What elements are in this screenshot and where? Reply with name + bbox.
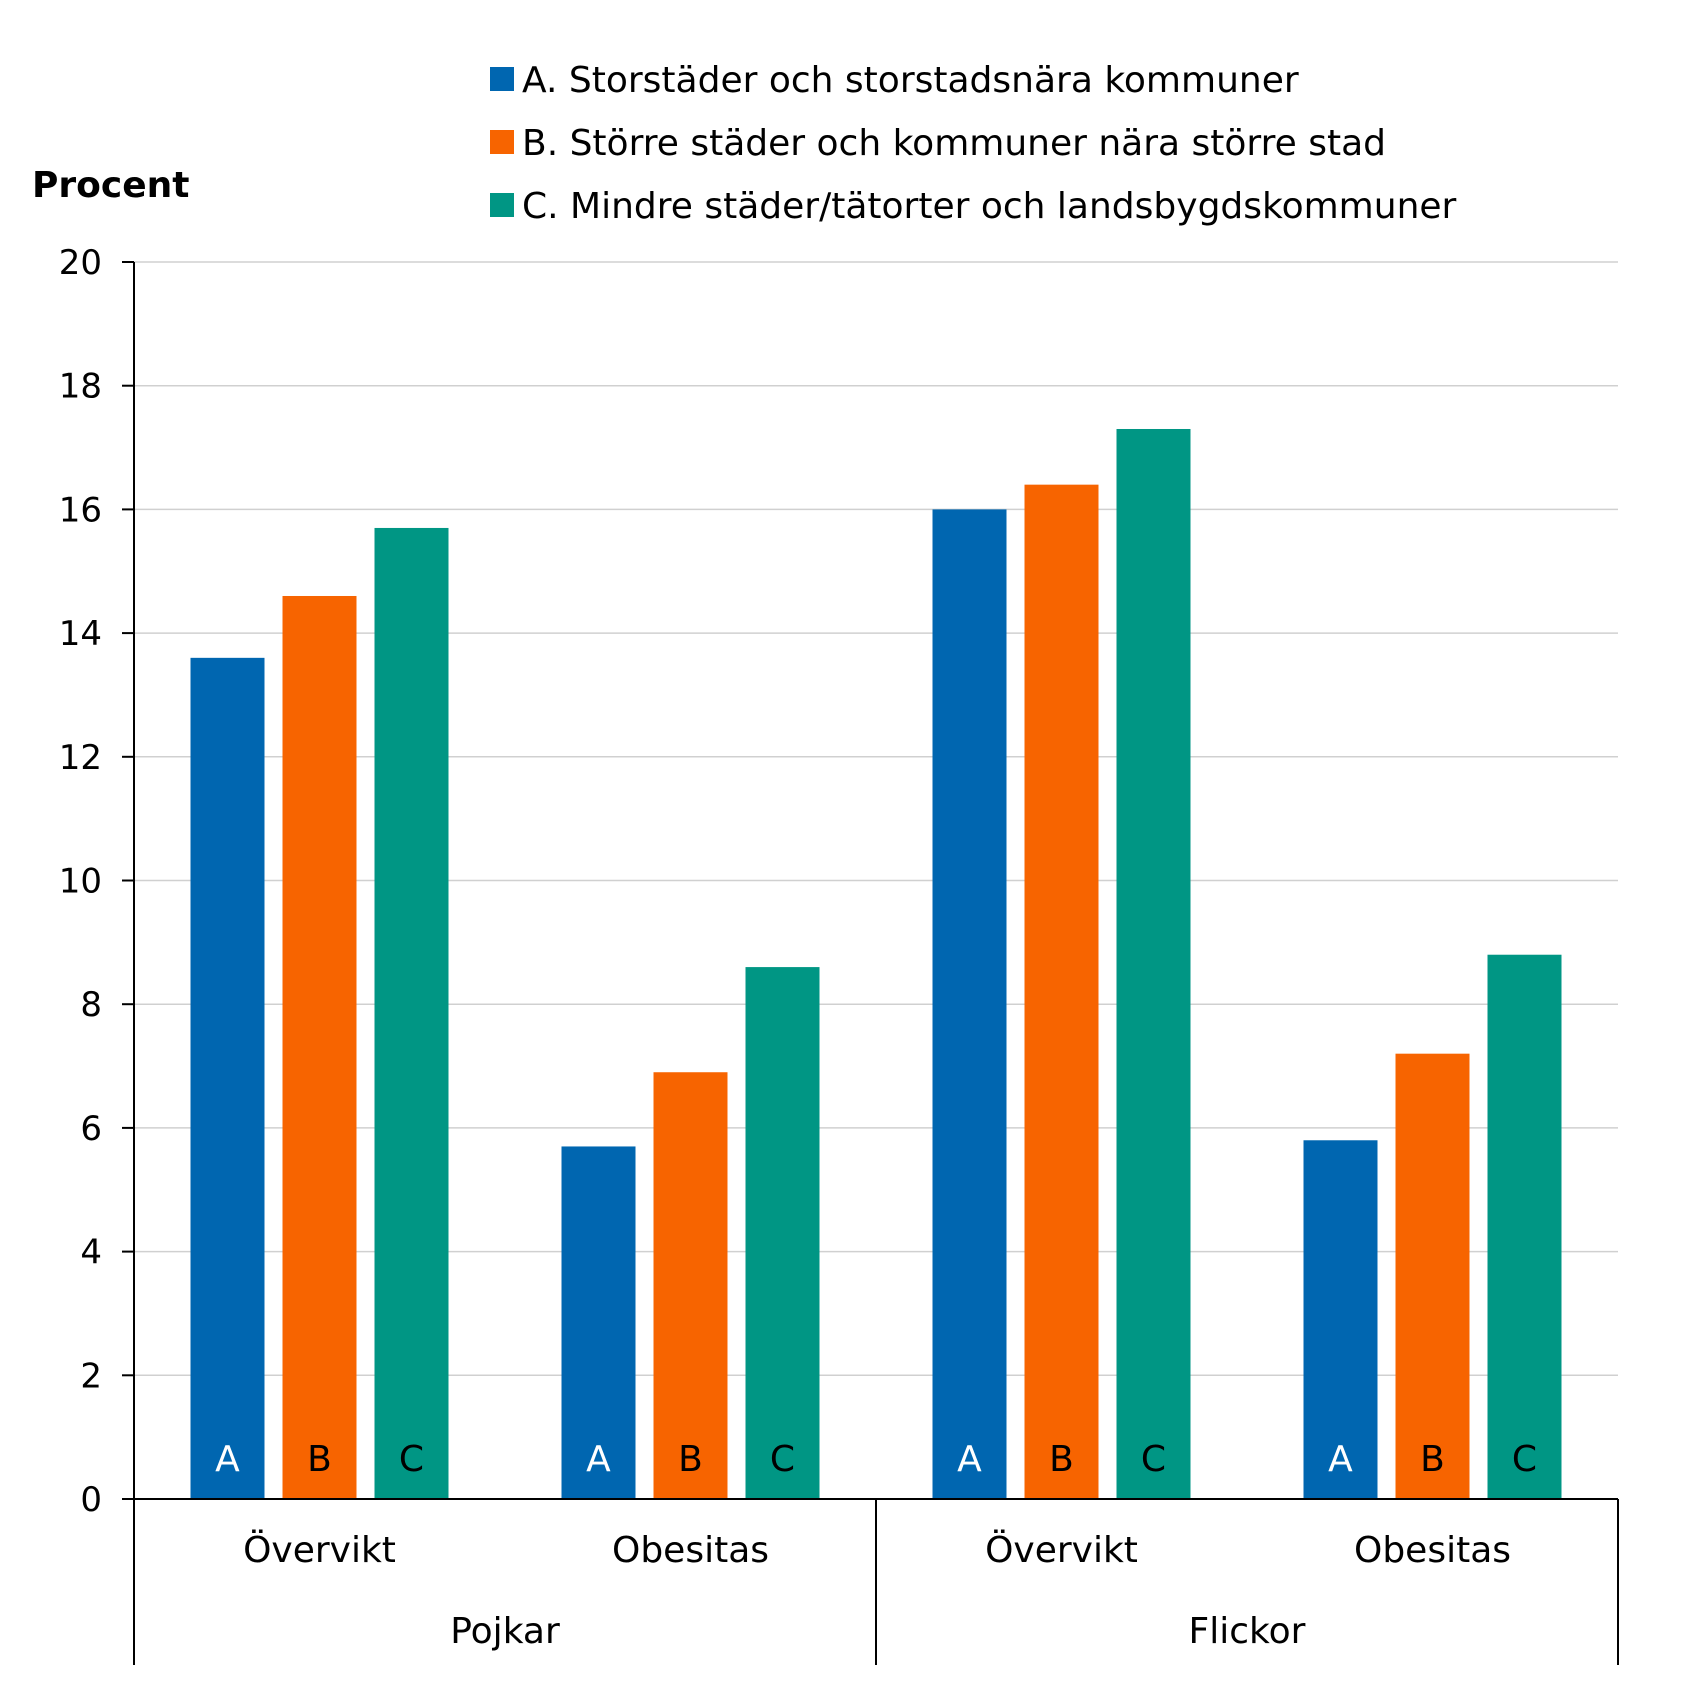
bar-letter-B-1: B	[678, 1439, 703, 1480]
y-tick-label-20: 20	[59, 243, 102, 283]
bar-letter-A-3: A	[1328, 1439, 1353, 1480]
category-label-1: Obesitas	[612, 1530, 769, 1571]
bar-C-3	[1487, 954, 1562, 1499]
legend-label-A: A. Storstäder och storstadsnära kommuner	[522, 60, 1299, 101]
bar-letter-C-1: C	[770, 1439, 795, 1480]
y-tick-label-4: 4	[80, 1233, 102, 1273]
y-tick-label-0: 0	[80, 1480, 102, 1520]
y-tick-label-14: 14	[59, 614, 102, 654]
bar-letter-C-2: C	[1141, 1439, 1166, 1480]
y-tick-label-18: 18	[59, 367, 102, 407]
y-tick-label-12: 12	[59, 738, 102, 778]
bar-C-0	[374, 527, 449, 1499]
bar-letter-B-3: B	[1420, 1439, 1445, 1480]
bar-letter-A-0: A	[215, 1439, 240, 1480]
bar-letter-B-2: B	[1049, 1439, 1074, 1480]
legend-swatch-A	[490, 67, 514, 91]
group-label-0: Pojkar	[450, 1611, 560, 1652]
y-tick-label-6: 6	[80, 1109, 102, 1149]
bar-B-3	[1395, 1053, 1470, 1499]
y-axis-title: Procent	[32, 165, 189, 206]
bar-letter-C-3: C	[1512, 1439, 1537, 1480]
bar-letter-A-1: A	[586, 1439, 611, 1480]
bar-C-1	[745, 967, 820, 1499]
bar-B-1	[653, 1072, 728, 1499]
y-tick-label-2: 2	[80, 1356, 102, 1396]
category-label-0: Övervikt	[243, 1529, 396, 1571]
category-label-2: Övervikt	[985, 1529, 1138, 1571]
bar-A-3	[1303, 1140, 1378, 1499]
y-tick-label-10: 10	[59, 862, 102, 902]
grid	[134, 261, 1618, 1377]
bar-A-0	[190, 657, 265, 1499]
bar-letter-B-0: B	[307, 1439, 332, 1480]
legend-label-C: C. Mindre städer/tätorter och landsbygds…	[522, 186, 1457, 227]
bar-B-2	[1024, 484, 1099, 1499]
bar-B-0	[282, 595, 357, 1499]
bar-C-2	[1116, 428, 1191, 1499]
legend-swatch-B	[490, 130, 514, 154]
legend: A. Storstäder och storstadsnära kommuner…	[490, 60, 1457, 227]
legend-swatch-C	[490, 193, 514, 217]
bar-A-2	[932, 509, 1007, 1499]
group-label-1: Flickor	[1189, 1611, 1306, 1652]
category-label-3: Obesitas	[1354, 1530, 1511, 1571]
bar-A-1	[561, 1146, 636, 1499]
bar-letter-A-2: A	[957, 1439, 982, 1480]
y-tick-label-16: 16	[59, 490, 102, 530]
axes: 0 2 4 6 8 10 12 14 16 18 20 Övervikt Obesitas Övervik…	[59, 243, 1619, 1665]
legend-label-B: B. Större städer och kommuner nära störr…	[522, 123, 1386, 164]
bar-letter-C-0: C	[399, 1439, 424, 1480]
y-tick-label-8: 8	[80, 985, 102, 1025]
